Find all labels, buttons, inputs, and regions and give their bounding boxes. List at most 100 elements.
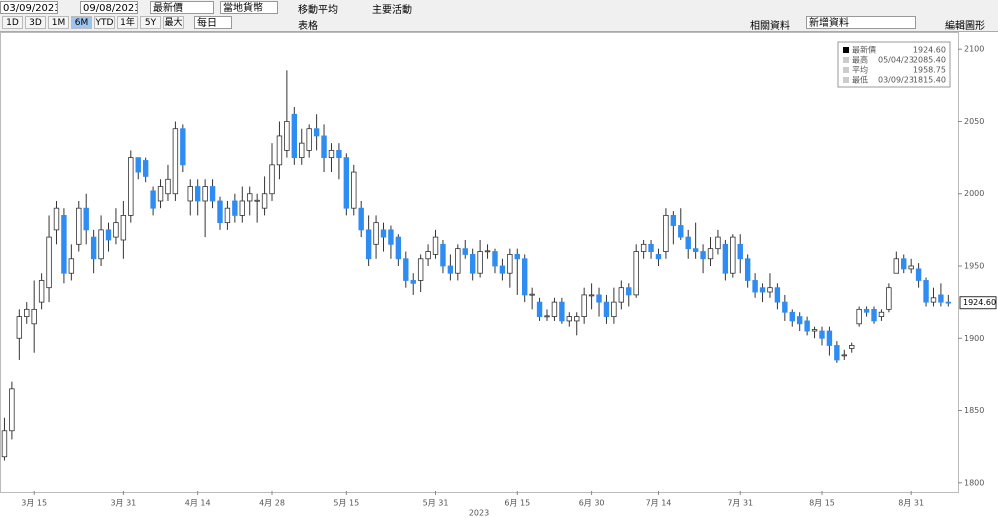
x-tick-label: 6月 30 [579,499,605,508]
candle-body [128,157,134,216]
candle-body [574,316,580,322]
candle-body [380,229,387,238]
period-button[interactable]: 5Y [140,16,161,29]
end-date[interactable]: 09/08/2023 [80,1,138,14]
candle-body [276,135,283,166]
candle-body [700,251,706,260]
x-tick-label: 8月 31 [898,499,924,508]
candle-body [655,254,662,260]
candle-body [83,207,89,231]
candle-body [469,254,476,274]
candle-body [886,287,892,310]
x-tick-label: 5月 15 [333,499,359,508]
candle-body [343,157,350,209]
candle-body [9,388,15,432]
legend-date: 05/04/23 [878,56,914,65]
related-button[interactable]: 相關資料 [750,21,790,32]
legend-value: 2085.40 [913,56,946,65]
candle-body [722,243,729,274]
candle-body [425,251,431,260]
candle-body [730,236,736,274]
candle-body [522,258,528,296]
legend-value: 1924.60 [913,46,946,55]
legend-icon [843,67,849,73]
candle-body [1,430,8,458]
y-tick-label: 2100 [964,45,984,54]
add-data[interactable]: 新增資料 [806,16,916,29]
candle-body [737,243,743,260]
x-tick-label: 4月 28 [259,499,285,508]
candle-body [551,301,558,317]
x-tick-label: 3月 31 [110,499,136,508]
candle-body [499,265,506,274]
x-tick-label: 3月 15 [21,499,47,508]
candle-body [945,301,952,304]
period-button[interactable]: 3D [25,16,46,29]
candle-body [142,160,149,177]
period-button[interactable]: 6M [71,16,92,29]
period-button[interactable]: 1M [48,16,69,29]
candle-body [715,236,721,250]
candle-body [224,207,231,224]
candle-body [566,316,573,322]
last-price-label: 1924.60 [963,298,996,307]
candle-body [834,345,840,361]
table-button[interactable]: 表格 [298,21,318,32]
x-tick-label: 6月 15 [504,499,530,508]
candle-body [395,236,402,260]
candle-body [908,265,914,270]
candle-body [782,301,788,313]
candle-body [31,308,37,325]
candle-body [410,280,416,284]
candle-body [893,258,900,274]
candle-body [455,248,461,274]
candle-body [373,222,379,245]
candle-body [752,280,758,293]
candle-body [247,193,253,202]
price-field[interactable]: 最新價 [150,1,214,14]
currency[interactable]: 當地貨幣 [220,1,278,14]
candle-body [120,215,127,241]
candle-body [113,222,119,238]
period-button[interactable]: 1年 [117,16,138,29]
candle-body [150,190,156,209]
candle-body [90,236,97,260]
legend-icon [843,57,849,63]
period-button[interactable]: YTD [94,16,115,29]
candle-body [692,248,699,252]
candle-body [789,311,795,322]
x-tick-label: 8月 15 [809,499,835,508]
candle-body [157,186,164,202]
candle-body [492,251,498,267]
candle-body [388,229,394,245]
y-tick-label: 1950 [964,262,984,271]
candle-body [254,199,260,202]
candle-body [648,243,654,252]
candle-body [611,301,617,317]
candle-body [217,200,223,224]
candle-body [351,171,357,209]
frequency[interactable]: 每日 [194,16,232,29]
candle-body [603,301,610,317]
moving-average[interactable]: 移動平均 [298,5,338,16]
key-events[interactable]: 主要活動 [372,5,412,16]
candle-body [581,294,587,317]
candle-body [328,149,335,159]
candle-body [841,354,847,357]
legend-box [837,41,951,88]
candle-body [559,301,565,322]
candle-body [596,294,602,303]
edit-chart[interactable]: 編輯圖形 [945,21,985,32]
x-tick-label: 7月 14 [646,499,672,508]
legend-icon [843,77,849,83]
y-tick-label: 2050 [964,117,984,126]
candle-body [774,287,781,303]
period-button[interactable]: 最大 [163,16,184,29]
start-date[interactable]: 03/09/2023 [0,1,58,14]
candle-body [61,215,67,274]
period-button[interactable]: 1D [2,16,23,29]
candle-body [744,258,751,281]
candle-body [670,215,677,226]
candle-body [878,311,885,317]
